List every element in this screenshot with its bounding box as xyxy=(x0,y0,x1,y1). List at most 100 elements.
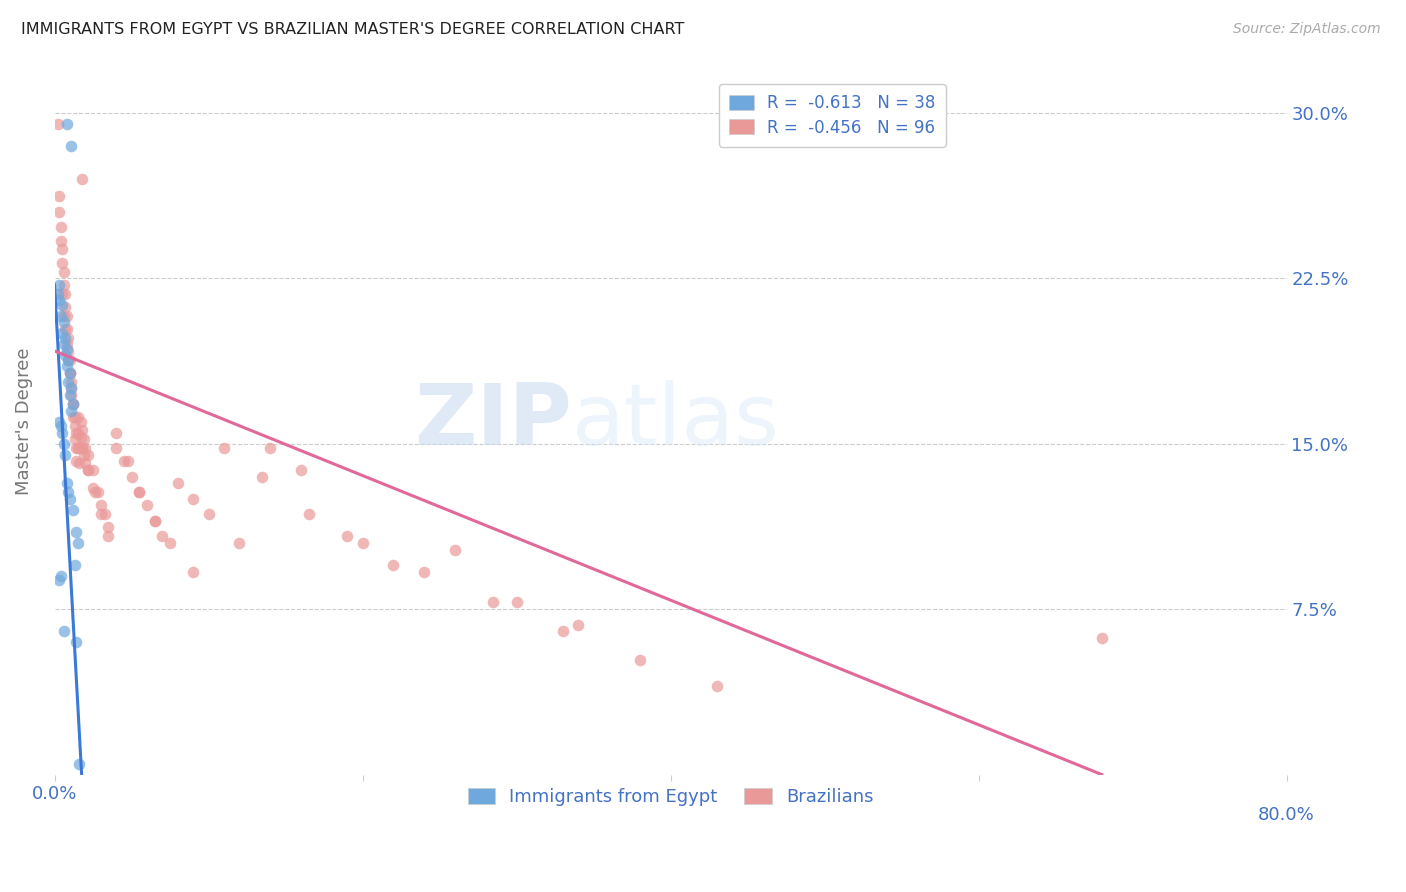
Point xyxy=(482,595,505,609)
Point xyxy=(505,595,527,609)
Y-axis label: Master's Degree: Master's Degree xyxy=(15,348,32,495)
Point xyxy=(65,524,87,539)
Point xyxy=(259,441,281,455)
Point xyxy=(298,507,321,521)
Point xyxy=(70,441,93,455)
Point xyxy=(75,441,97,455)
Point xyxy=(65,425,87,440)
Point xyxy=(67,441,90,455)
Point xyxy=(56,117,79,131)
Point xyxy=(58,352,80,367)
Point xyxy=(1091,631,1114,645)
Point xyxy=(49,220,72,235)
Point xyxy=(49,309,72,323)
Point xyxy=(51,326,73,341)
Point xyxy=(56,342,79,356)
Text: ZIP: ZIP xyxy=(415,380,572,463)
Point xyxy=(56,337,79,351)
Point xyxy=(159,536,181,550)
Point xyxy=(63,419,86,434)
Point xyxy=(46,286,69,301)
Point xyxy=(551,624,574,639)
Point xyxy=(63,558,86,572)
Point xyxy=(252,469,274,483)
Text: atlas: atlas xyxy=(572,380,780,463)
Point xyxy=(56,322,79,336)
Point xyxy=(49,234,72,248)
Text: 80.0%: 80.0% xyxy=(1258,806,1315,824)
Point xyxy=(63,410,86,425)
Point xyxy=(48,189,70,203)
Point xyxy=(66,410,89,425)
Point xyxy=(56,359,79,374)
Point xyxy=(53,300,76,314)
Text: IMMIGRANTS FROM EGYPT VS BRAZILIAN MASTER'S DEGREE CORRELATION CHART: IMMIGRANTS FROM EGYPT VS BRAZILIAN MASTE… xyxy=(21,22,685,37)
Point xyxy=(70,423,93,437)
Point xyxy=(444,542,467,557)
Point xyxy=(97,529,120,543)
Point xyxy=(86,485,108,500)
Point xyxy=(166,476,188,491)
Point xyxy=(59,366,82,380)
Point xyxy=(352,536,374,550)
Point xyxy=(90,499,112,513)
Point xyxy=(382,558,405,572)
Point xyxy=(128,485,150,500)
Point xyxy=(136,499,159,513)
Point xyxy=(46,117,69,131)
Point xyxy=(58,485,80,500)
Point xyxy=(65,454,87,468)
Point xyxy=(52,624,75,639)
Point xyxy=(58,352,80,367)
Point xyxy=(66,425,89,440)
Point xyxy=(128,485,150,500)
Point xyxy=(59,366,82,380)
Point xyxy=(59,366,82,380)
Point xyxy=(628,653,651,667)
Point xyxy=(336,529,359,543)
Point xyxy=(70,171,93,186)
Point xyxy=(51,255,73,269)
Point xyxy=(62,397,84,411)
Point xyxy=(94,507,117,521)
Legend: Immigrants from Egypt, Brazilians: Immigrants from Egypt, Brazilians xyxy=(458,779,883,815)
Point xyxy=(51,286,73,301)
Point xyxy=(117,454,139,468)
Text: Source: ZipAtlas.com: Source: ZipAtlas.com xyxy=(1233,22,1381,37)
Point xyxy=(53,286,76,301)
Point xyxy=(413,565,436,579)
Point xyxy=(67,756,90,771)
Point xyxy=(90,507,112,521)
Point xyxy=(228,536,250,550)
Point xyxy=(52,277,75,292)
Point xyxy=(73,448,96,462)
Point xyxy=(143,514,166,528)
Point xyxy=(82,481,104,495)
Point xyxy=(60,403,83,417)
Point xyxy=(52,264,75,278)
Point xyxy=(212,441,235,455)
Point xyxy=(56,309,79,323)
Point xyxy=(77,448,100,462)
Point xyxy=(59,352,82,367)
Point xyxy=(197,507,219,521)
Point xyxy=(51,297,73,311)
Point xyxy=(77,463,100,477)
Point xyxy=(77,463,100,477)
Point xyxy=(48,415,70,429)
Point xyxy=(67,457,90,471)
Point xyxy=(75,457,97,471)
Point xyxy=(52,309,75,323)
Point xyxy=(143,514,166,528)
Point xyxy=(48,205,70,219)
Point xyxy=(53,448,76,462)
Point xyxy=(51,425,73,440)
Point xyxy=(69,430,91,444)
Point xyxy=(181,565,204,579)
Point xyxy=(97,520,120,534)
Point xyxy=(58,375,80,389)
Point xyxy=(105,425,128,440)
Point xyxy=(70,441,93,455)
Point xyxy=(66,441,89,455)
Point xyxy=(290,463,312,477)
